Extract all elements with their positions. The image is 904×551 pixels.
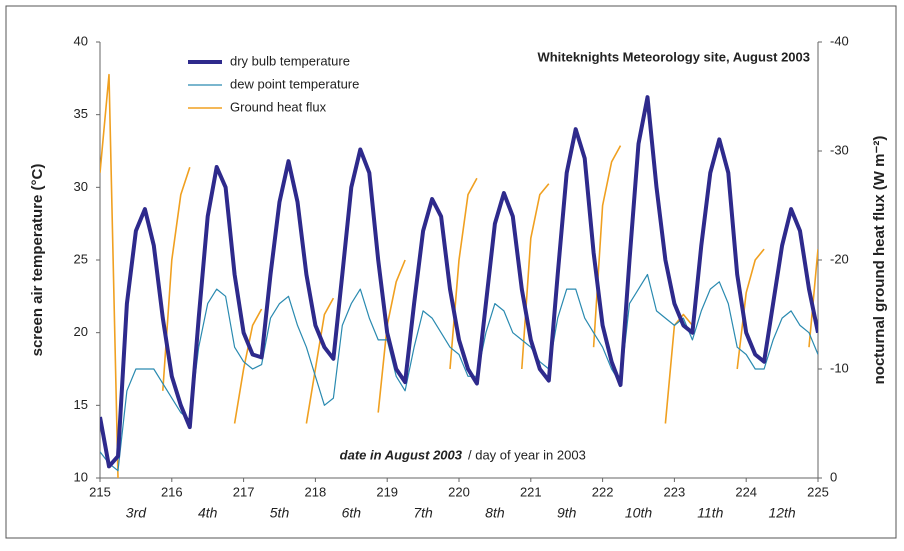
x-tick-label: 218 <box>305 484 327 499</box>
y-tick-label: 15 <box>74 397 88 412</box>
x-tick-label: 224 <box>735 484 757 499</box>
x-axis-label: date in August 2003 <box>340 447 463 462</box>
x-tick-label: 221 <box>520 484 542 499</box>
x-tick-label: 216 <box>161 484 183 499</box>
y2-axis-label: nocturnal ground heat flux (W m⁻²) <box>871 136 888 385</box>
day-label: 5th <box>270 505 290 521</box>
day-label: 9th <box>557 505 577 521</box>
x-tick-label: 219 <box>376 484 398 499</box>
x-tick-label: 222 <box>592 484 614 499</box>
day-label: 4th <box>198 505 218 521</box>
series-line <box>100 95 818 469</box>
y-axis-label: screen air temperature (°C) <box>29 164 46 357</box>
day-label: 11th <box>697 505 723 521</box>
x-tick-label: 217 <box>233 484 255 499</box>
series-line <box>100 273 818 472</box>
day-label: 3rd <box>126 505 147 521</box>
x-tick-label: 223 <box>664 484 686 499</box>
x-tick-label: 220 <box>448 484 470 499</box>
x-tick-label: 215 <box>89 484 111 499</box>
y2-tick-label: 0 <box>830 469 837 484</box>
y-tick-label: 40 <box>74 33 88 48</box>
chart-title: Whiteknights Meteorology site, August 20… <box>537 49 810 64</box>
x-axis-label-rest: / day of year in 2003 <box>468 447 586 462</box>
y-tick-label: 30 <box>74 179 88 194</box>
y2-tick-label: -40 <box>830 33 849 48</box>
y-tick-label: 25 <box>74 251 88 266</box>
y-tick-label: 20 <box>74 324 88 339</box>
day-label: 7th <box>413 505 433 521</box>
legend-label: Ground heat flux <box>230 99 327 114</box>
legend-label: dry bulb temperature <box>230 53 350 68</box>
day-label: 8th <box>485 505 505 521</box>
y-tick-label: 10 <box>74 469 88 484</box>
legend-label: dew point temperature <box>230 76 359 91</box>
frame <box>5 5 897 539</box>
y2-tick-label: -30 <box>830 142 849 157</box>
y-tick-label: 35 <box>74 106 88 121</box>
day-label: 6th <box>342 505 362 521</box>
y2-tick-label: -10 <box>830 360 849 375</box>
day-label: 10th <box>625 505 652 521</box>
day-label: 12th <box>768 505 795 521</box>
y2-tick-label: -20 <box>830 251 849 266</box>
x-tick-label: 225 <box>807 484 829 499</box>
